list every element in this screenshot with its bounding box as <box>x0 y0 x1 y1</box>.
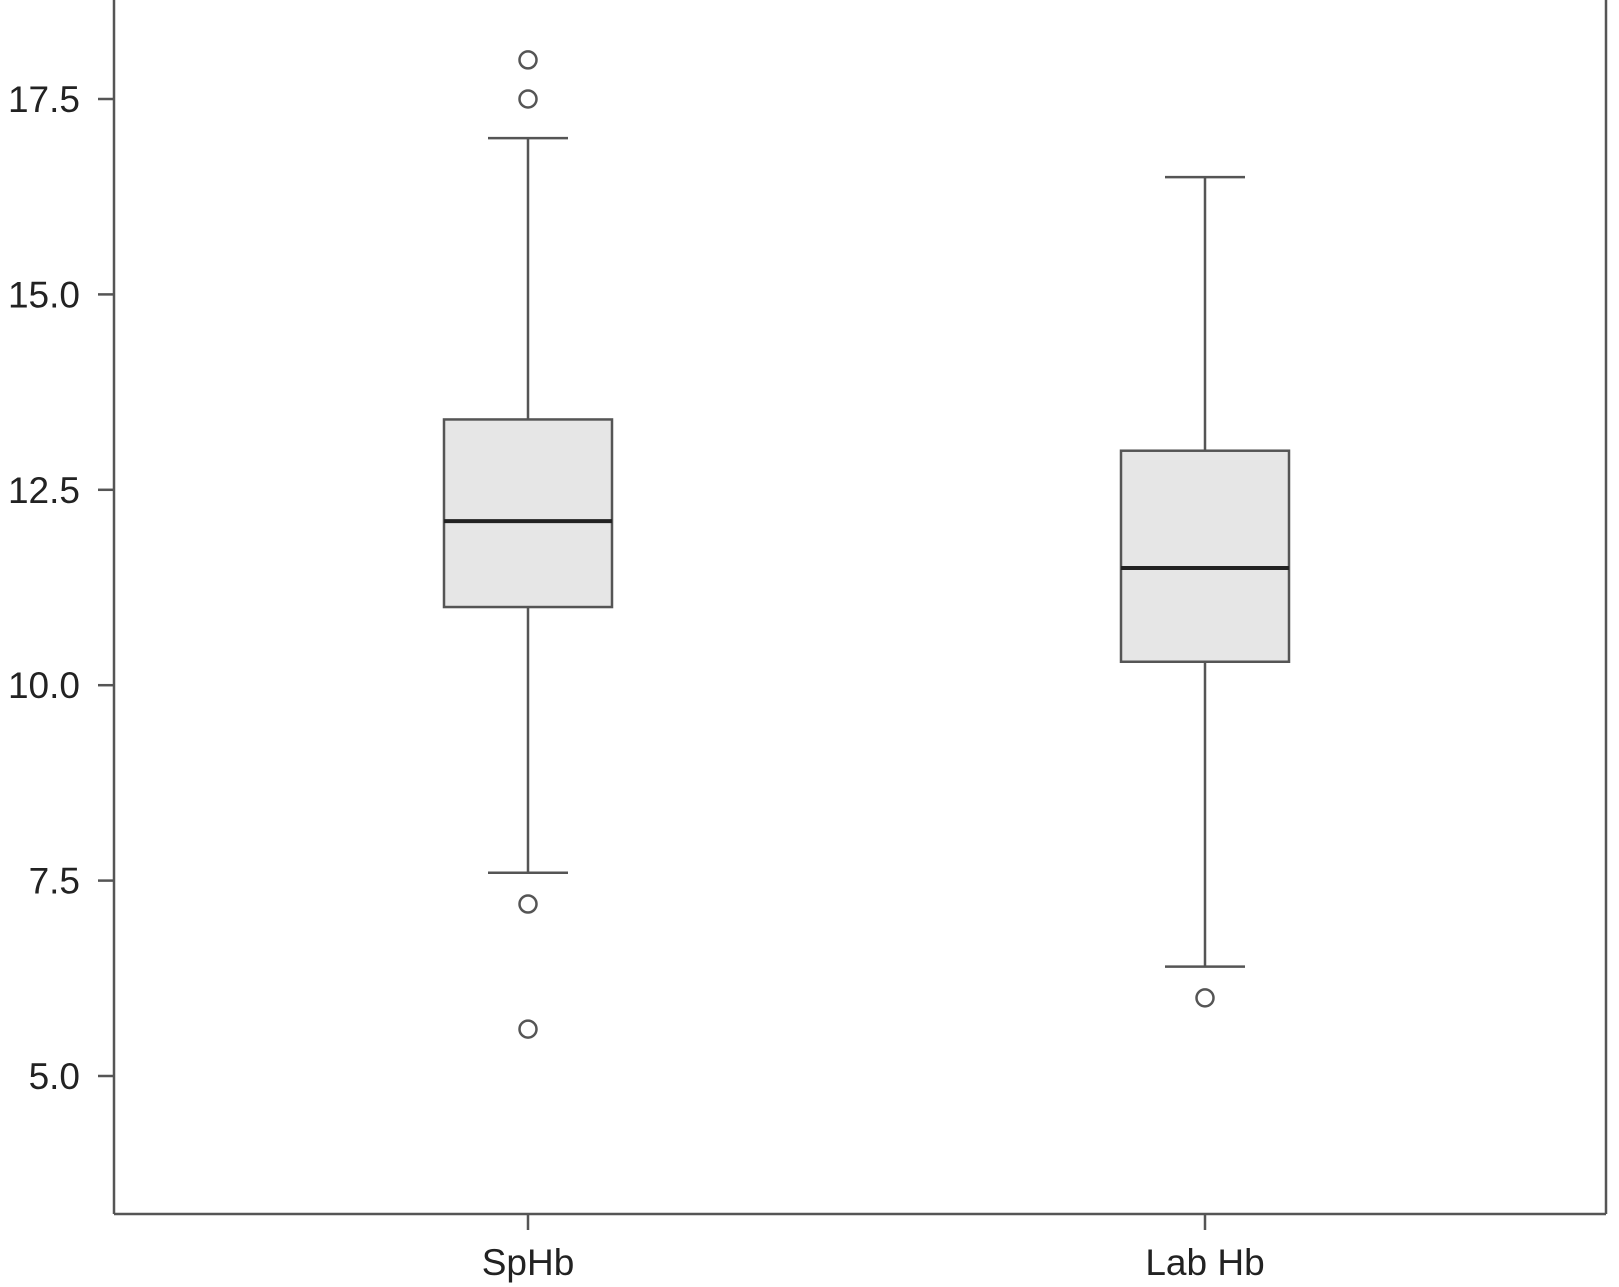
outlier-point <box>518 894 538 914</box>
y-tick-label: 7.5 <box>29 861 80 902</box>
outlier-point <box>1195 988 1215 1008</box>
y-tick-label: 17.5 <box>8 79 80 120</box>
box-group-sphb <box>442 50 614 1039</box>
outlier-point <box>518 50 538 70</box>
box-group-lab-hb <box>1119 175 1291 1008</box>
y-axis-ticks: 5.0 7.5 10.0 12.5 15.0 17.5 <box>8 79 114 1097</box>
y-tick-label: 5.0 <box>29 1056 80 1097</box>
x-category-label: Lab Hb <box>1145 1242 1264 1283</box>
outlier-point <box>518 1019 538 1039</box>
outlier-point <box>518 89 538 109</box>
boxes <box>442 50 1291 1039</box>
y-tick-label: 15.0 <box>8 274 80 315</box>
iqr-box <box>442 418 614 609</box>
x-axis-categories: SpHb Lab Hb <box>482 1214 1265 1283</box>
x-category-label: SpHb <box>482 1242 575 1283</box>
y-tick-label: 12.5 <box>8 470 80 511</box>
axes <box>112 0 1608 1216</box>
y-tick-label: 10.0 <box>8 665 80 706</box>
iqr-box <box>1119 449 1291 664</box>
